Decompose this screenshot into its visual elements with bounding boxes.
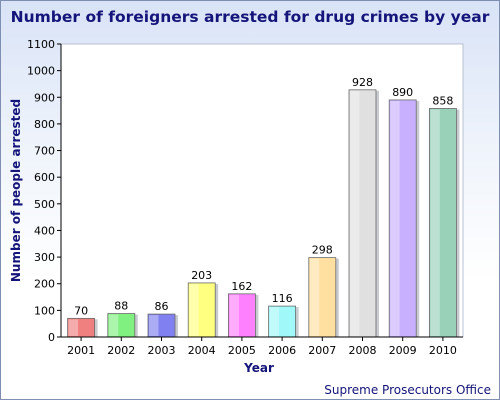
y-tick-label: 700 — [34, 145, 55, 158]
bar-highlight — [350, 90, 360, 336]
bar-2004 — [187, 282, 219, 338]
x-tick-label: 2005 — [228, 344, 256, 357]
bar-highlight — [390, 100, 400, 336]
x-axis-ticks: 2001 2002 2003 2004 2005 2006 2007 2008 2009 2010 — [67, 337, 457, 357]
chart-title: Number of foreigners arrested for drug c… — [11, 8, 490, 26]
y-axis-title: Number of people arrested — [9, 99, 23, 282]
data-label: 890 — [392, 86, 413, 99]
x-tick-label: 2010 — [429, 344, 457, 357]
bar-2007 — [308, 257, 339, 338]
x-tick-label: 2004 — [188, 344, 216, 357]
data-label: 858 — [432, 94, 453, 107]
y-tick-label: 900 — [34, 91, 55, 104]
bar-2006 — [268, 305, 299, 338]
y-axis-ticks: 0 100 200 300 400 500 600 700 800 900 1000 1100 — [27, 38, 61, 344]
x-tick-label: 2001 — [67, 344, 95, 357]
bar-highlight — [189, 283, 199, 336]
source-note: Supreme Prosecutors Office — [324, 383, 491, 397]
x-tick-label: 2007 — [308, 344, 336, 357]
bar-highlight — [430, 109, 440, 337]
data-labels: 70 88 86 203 162 116 298 928 890 858 — [74, 76, 453, 318]
bar-2005 — [227, 293, 259, 338]
data-label: 203 — [191, 269, 212, 282]
bars — [67, 89, 460, 338]
bar — [428, 108, 457, 338]
bar-highlight — [149, 315, 159, 336]
y-tick-label: 1100 — [27, 38, 55, 51]
bar-2009 — [388, 99, 420, 338]
bar — [227, 293, 256, 338]
bar-2003 — [147, 313, 178, 338]
data-label: 298 — [312, 244, 333, 257]
bar-2010 — [428, 108, 460, 338]
y-tick-label: 600 — [34, 171, 55, 184]
bar-highlight — [108, 314, 119, 336]
y-tick-label: 200 — [34, 278, 55, 291]
x-tick-label: 2006 — [268, 344, 296, 357]
bar — [187, 282, 216, 338]
data-label: 86 — [155, 300, 169, 313]
x-tick-label: 2008 — [349, 344, 377, 357]
x-axis-title: Year — [243, 361, 274, 375]
bar-highlight — [229, 294, 239, 336]
bar — [348, 89, 377, 338]
bar — [308, 257, 337, 338]
data-label: 928 — [352, 76, 373, 89]
x-tick-label: 2003 — [148, 344, 176, 357]
y-tick-label: 800 — [34, 118, 55, 131]
bar-highlight — [68, 319, 79, 336]
data-label: 88 — [114, 300, 128, 313]
y-tick-label: 100 — [34, 304, 55, 317]
y-tick-label: 0 — [48, 331, 55, 344]
bar-2001 — [67, 317, 98, 338]
bar-highlight — [309, 258, 320, 336]
bar-highlight — [269, 307, 280, 336]
y-tick-label: 400 — [34, 224, 55, 237]
x-tick-label: 2009 — [389, 344, 417, 357]
x-tick-label: 2002 — [107, 344, 135, 357]
data-label: 162 — [231, 280, 252, 293]
bar-2002 — [107, 313, 138, 338]
y-tick-label: 500 — [34, 198, 55, 211]
y-tick-label: 1000 — [27, 65, 55, 78]
bar-2008 — [348, 89, 379, 338]
data-label: 70 — [74, 304, 88, 317]
data-label: 116 — [272, 292, 293, 305]
y-tick-label: 300 — [34, 251, 55, 264]
bar — [268, 305, 297, 338]
